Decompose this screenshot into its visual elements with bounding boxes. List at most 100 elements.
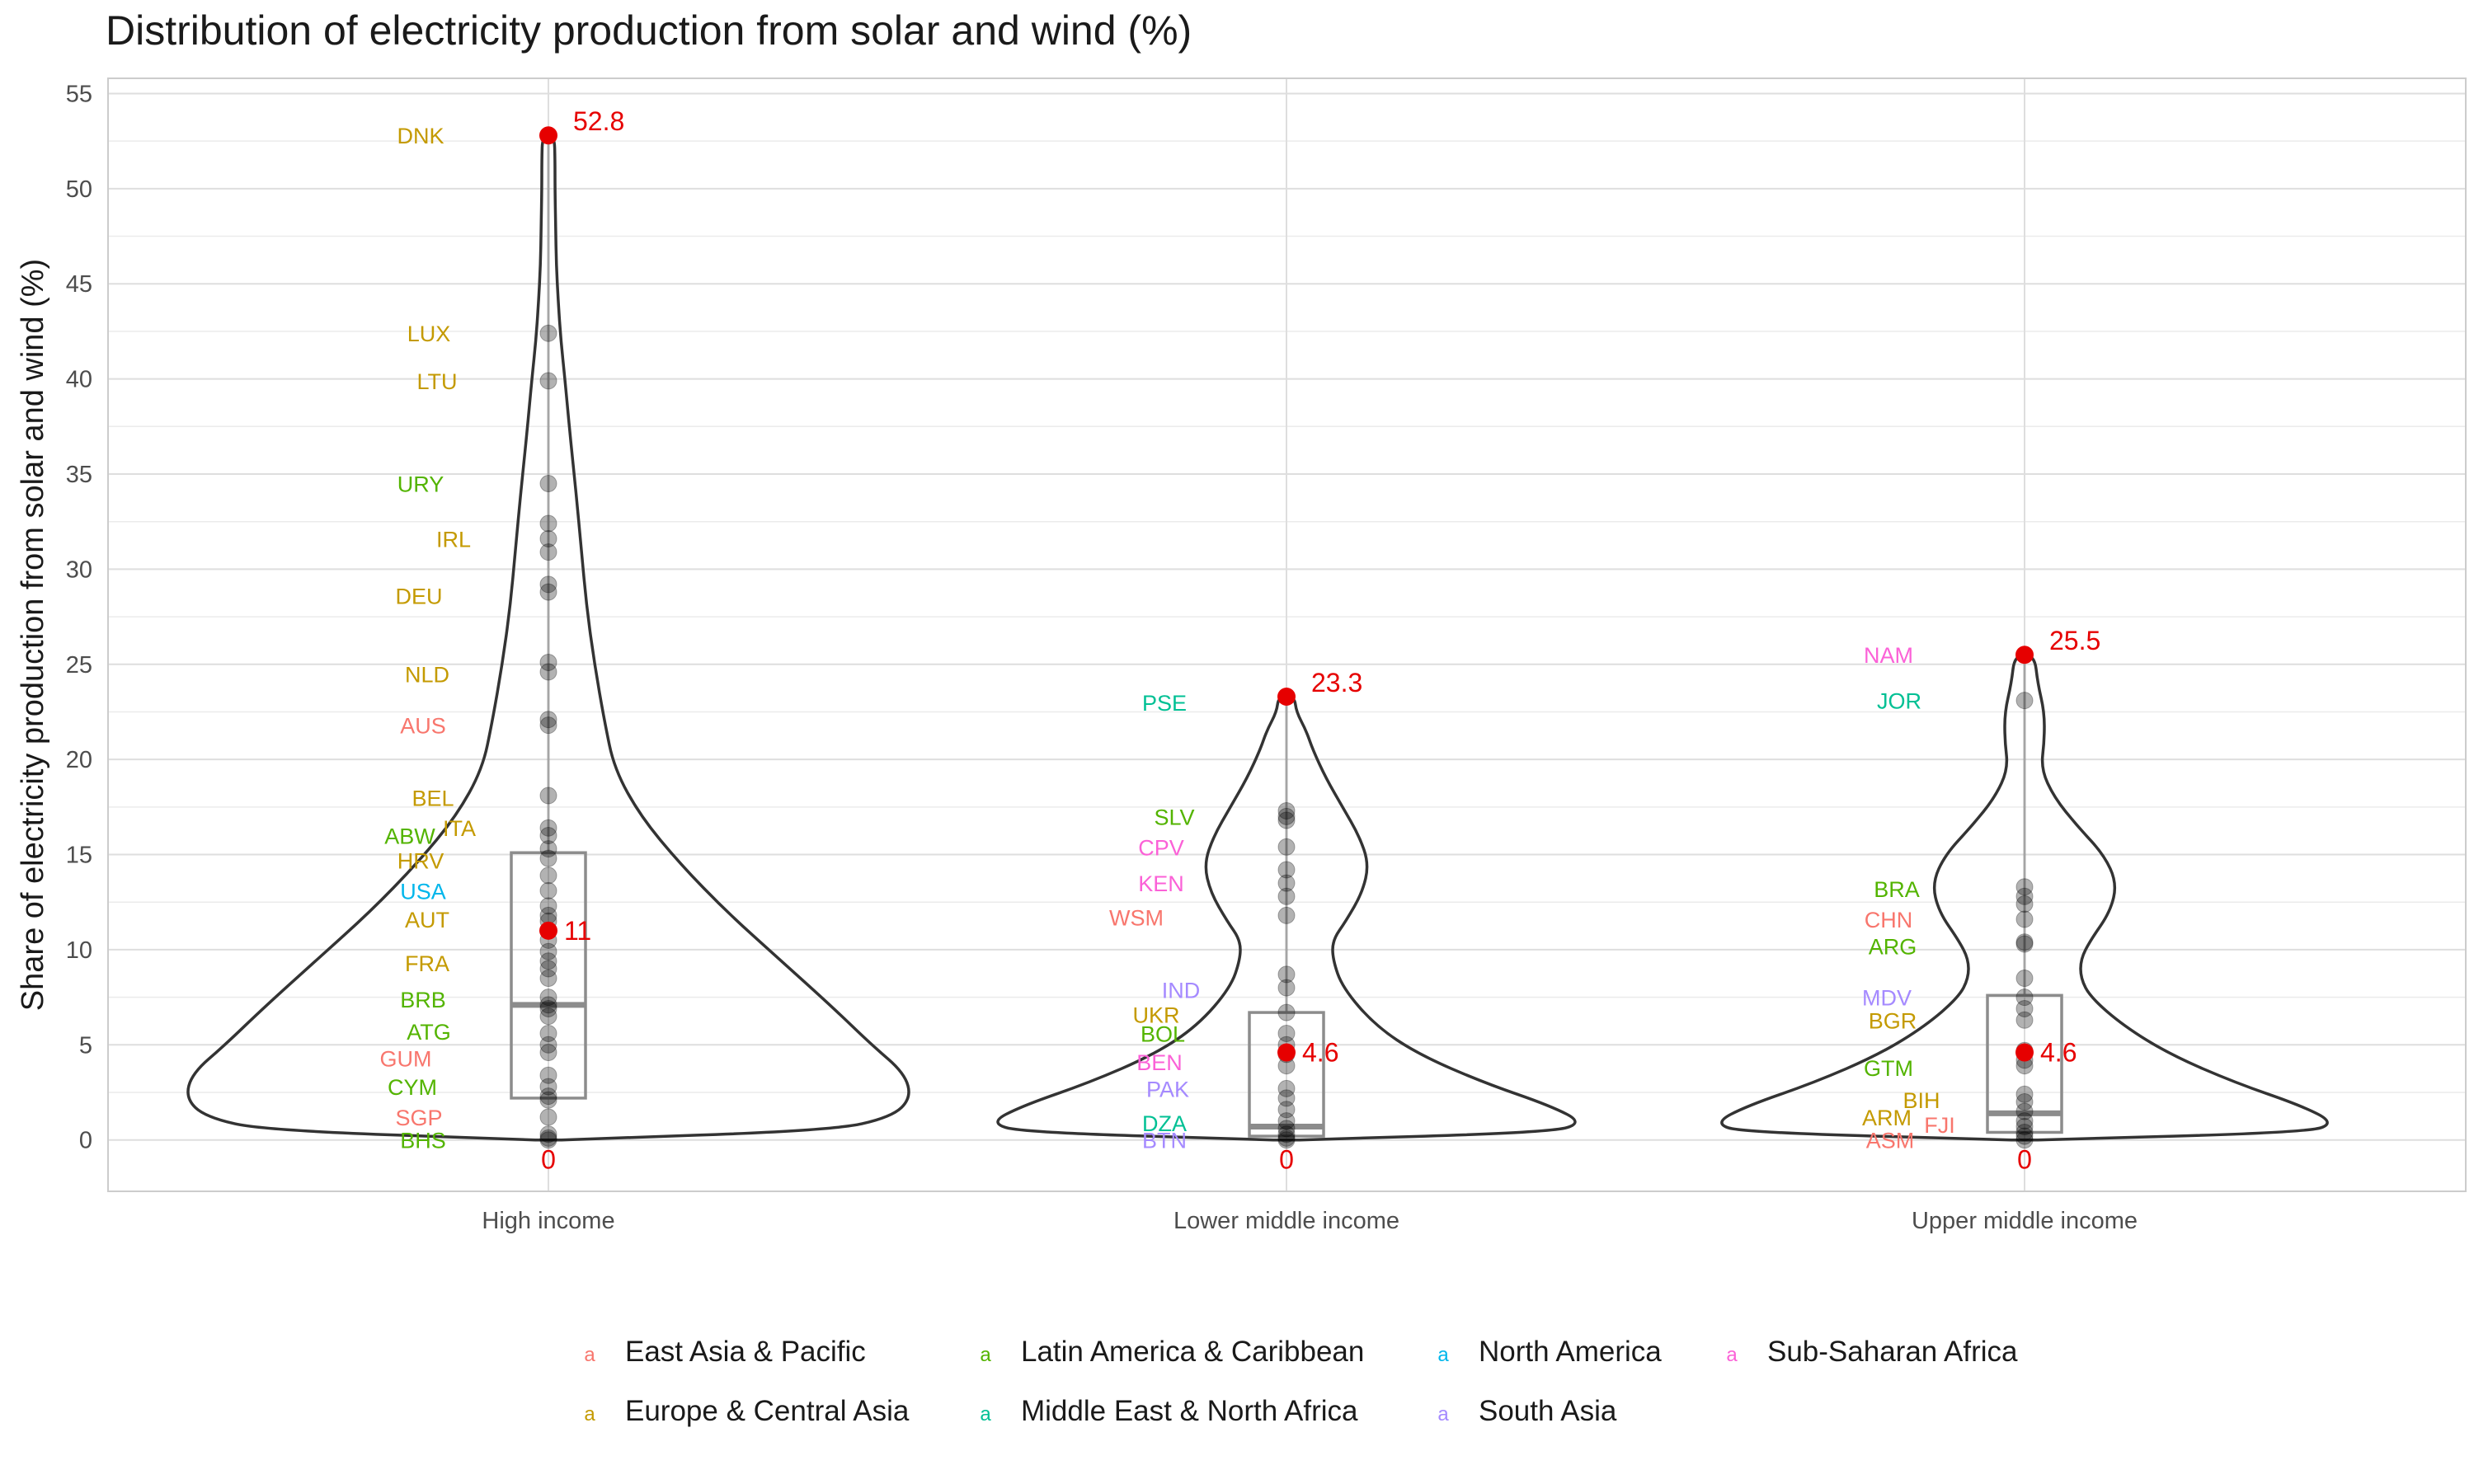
country-label: AUS	[400, 714, 446, 739]
data-point	[539, 711, 557, 729]
data-point	[2015, 1102, 2034, 1120]
data-point	[539, 663, 557, 681]
data-point	[2015, 910, 2034, 928]
legend-label: North America	[1479, 1336, 1662, 1368]
data-point	[539, 952, 557, 970]
data-point	[539, 826, 557, 844]
data-point	[539, 543, 557, 561]
country-label: LTU	[416, 369, 457, 394]
legend-item: a Latin America & Caribbean	[965, 1336, 1364, 1369]
country-label: SGP	[395, 1106, 442, 1130]
data-point	[2015, 1118, 2034, 1136]
boxplots	[510, 135, 2063, 1138]
data-point	[1277, 979, 1296, 997]
data-point	[1277, 1079, 1296, 1097]
max-point	[1277, 688, 1296, 706]
data-point	[539, 716, 557, 735]
max-label: 52.8	[573, 106, 624, 136]
data-point	[539, 475, 557, 493]
data-point	[539, 1044, 557, 1062]
country-label: BTN	[1142, 1129, 1187, 1153]
country-label: USA	[400, 879, 446, 904]
country-label: FJI	[1924, 1113, 1955, 1138]
data-point	[1277, 801, 1296, 819]
legend-item: a South Asia	[1423, 1395, 1616, 1428]
country-label: CHN	[1865, 908, 1913, 932]
country-label: BEL	[412, 786, 454, 810]
violins	[186, 134, 2329, 1142]
data-point	[2015, 878, 2034, 896]
country-label: BRA	[1874, 877, 1920, 902]
country-label: IND	[1162, 978, 1201, 1003]
data-point	[1277, 1131, 1296, 1149]
country-label: URY	[397, 472, 444, 497]
data-point	[539, 996, 557, 1014]
country-label: UKR	[1132, 1003, 1179, 1027]
y-tick-label: 50	[66, 176, 92, 203]
data-point	[2015, 1131, 2034, 1149]
median-label: 4.6	[2040, 1038, 2077, 1068]
max-point	[2015, 646, 2034, 665]
y-tick-label: 55	[66, 81, 92, 107]
country-label: LUX	[407, 322, 451, 346]
data-point	[539, 942, 557, 960]
data-point	[539, 529, 557, 547]
min-label: 0	[1279, 1145, 1294, 1175]
data-point	[2015, 933, 2034, 951]
country-label: DNK	[397, 124, 444, 148]
data-point	[1277, 1003, 1296, 1021]
data-point	[539, 575, 557, 594]
country-label: ITA	[443, 816, 476, 841]
data-point	[1277, 874, 1296, 892]
country-label: ABW	[384, 824, 435, 848]
x-tick-label: Lower middle income	[1174, 1208, 1399, 1234]
data-point	[1277, 861, 1296, 879]
y-tick-label: 45	[66, 271, 92, 298]
data-point	[539, 324, 557, 342]
legend-item: a East Asia & Pacific	[569, 1336, 866, 1369]
country-label: GUM	[380, 1046, 432, 1071]
country-label: WSM	[1109, 906, 1164, 931]
data-point	[2015, 887, 2034, 905]
y-tick-label: 15	[66, 843, 92, 869]
y-axis-title: Share of electricity production from sol…	[16, 259, 50, 1011]
data-point	[2015, 989, 2034, 1007]
data-point	[539, 1125, 557, 1144]
y-axis: 0 5 10 15 20 25 30 35 40 45 50 55	[66, 81, 92, 1153]
data-point	[2015, 999, 2034, 1017]
legend-item: a Middle East & North Africa	[965, 1395, 1357, 1428]
data-point	[539, 1108, 557, 1126]
legend-key: a	[1726, 1344, 1738, 1366]
legend-label: East Asia & Pacific	[625, 1336, 866, 1368]
country-label: ARM	[1862, 1106, 1912, 1130]
grid-lines	[108, 78, 2466, 1191]
country-label: JOR	[1877, 689, 1921, 714]
legend-label: Sub-Saharan Africa	[1767, 1336, 2018, 1368]
violin-shape	[1720, 653, 2329, 1142]
x-tick-label: Upper middle income	[1912, 1208, 2138, 1234]
country-label: BIH	[1903, 1088, 1940, 1113]
country-label: FRA	[405, 951, 449, 976]
data-point	[2015, 1112, 2034, 1130]
data-point	[1277, 838, 1296, 856]
data-point	[539, 1024, 557, 1042]
data-point	[539, 840, 557, 858]
legend-key: a	[980, 1344, 991, 1366]
data-point	[539, 1007, 557, 1026]
data-points	[539, 126, 2034, 1149]
data-point	[539, 1091, 557, 1109]
y-tick-label: 30	[66, 556, 92, 583]
max-label: 23.3	[1311, 668, 1362, 697]
data-point	[1277, 1125, 1296, 1144]
median-label: 4.6	[1302, 1038, 1338, 1068]
country-label: KEN	[1138, 871, 1184, 896]
max-point	[539, 126, 557, 145]
median-point	[1277, 1043, 1296, 1062]
legend-key: a	[1437, 1344, 1449, 1366]
data-point	[539, 989, 557, 1007]
data-point	[1277, 1129, 1296, 1147]
data-point	[539, 866, 557, 885]
country-label: BHS	[400, 1129, 446, 1153]
data-point	[1277, 965, 1296, 984]
